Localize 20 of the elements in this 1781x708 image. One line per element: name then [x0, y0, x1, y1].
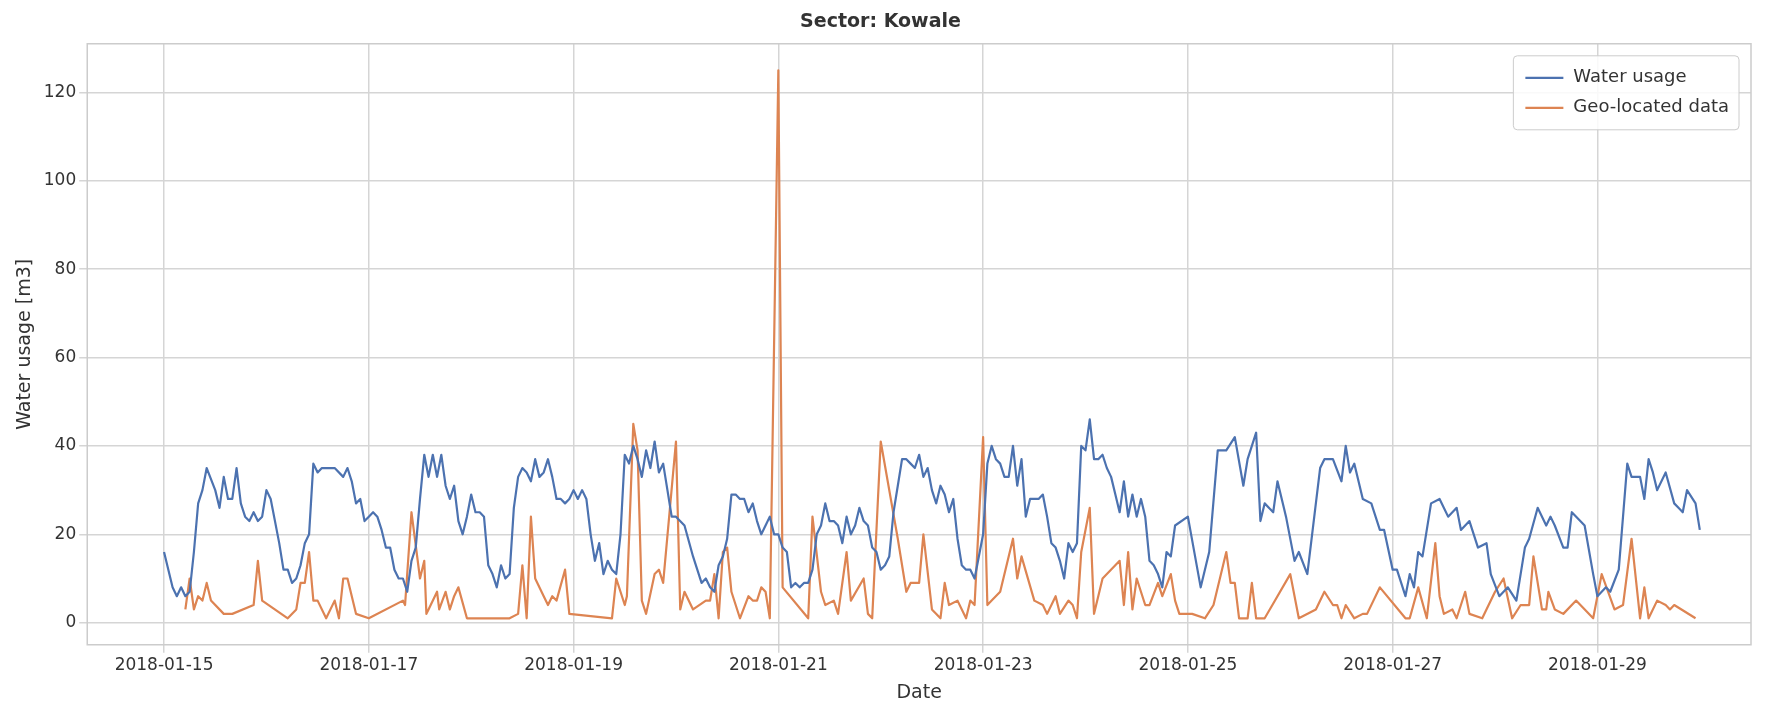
y-tick-label: 100 — [43, 169, 77, 190]
x-tick-label: 2018-01-29 — [1548, 654, 1647, 675]
y-tick-label: 20 — [54, 522, 77, 543]
x-axis-title: Date — [896, 679, 942, 702]
y-tick-label: 0 — [65, 611, 77, 632]
legend-label: Geo-located data — [1573, 95, 1730, 117]
x-tick-label: 2018-01-21 — [728, 654, 828, 675]
y-axis-title: Water usage [m3] — [12, 258, 35, 430]
x-tick-label: 2018-01-27 — [1343, 654, 1443, 675]
legend-label: Water usage — [1573, 65, 1687, 87]
y-tick-label: 40 — [54, 434, 77, 455]
chart-title: Sector: Kowale — [800, 9, 961, 32]
y-tick-label: 80 — [54, 257, 77, 278]
x-tick-label: 2018-01-25 — [1138, 654, 1238, 675]
y-tick-label: 60 — [54, 345, 77, 366]
x-tick-label: 2018-01-17 — [319, 654, 419, 675]
x-tick-label: 2018-01-15 — [114, 654, 214, 675]
x-tick-label: 2018-01-23 — [933, 654, 1033, 675]
x-tick-label: 2018-01-19 — [524, 654, 623, 675]
y-tick-label: 120 — [43, 80, 77, 101]
